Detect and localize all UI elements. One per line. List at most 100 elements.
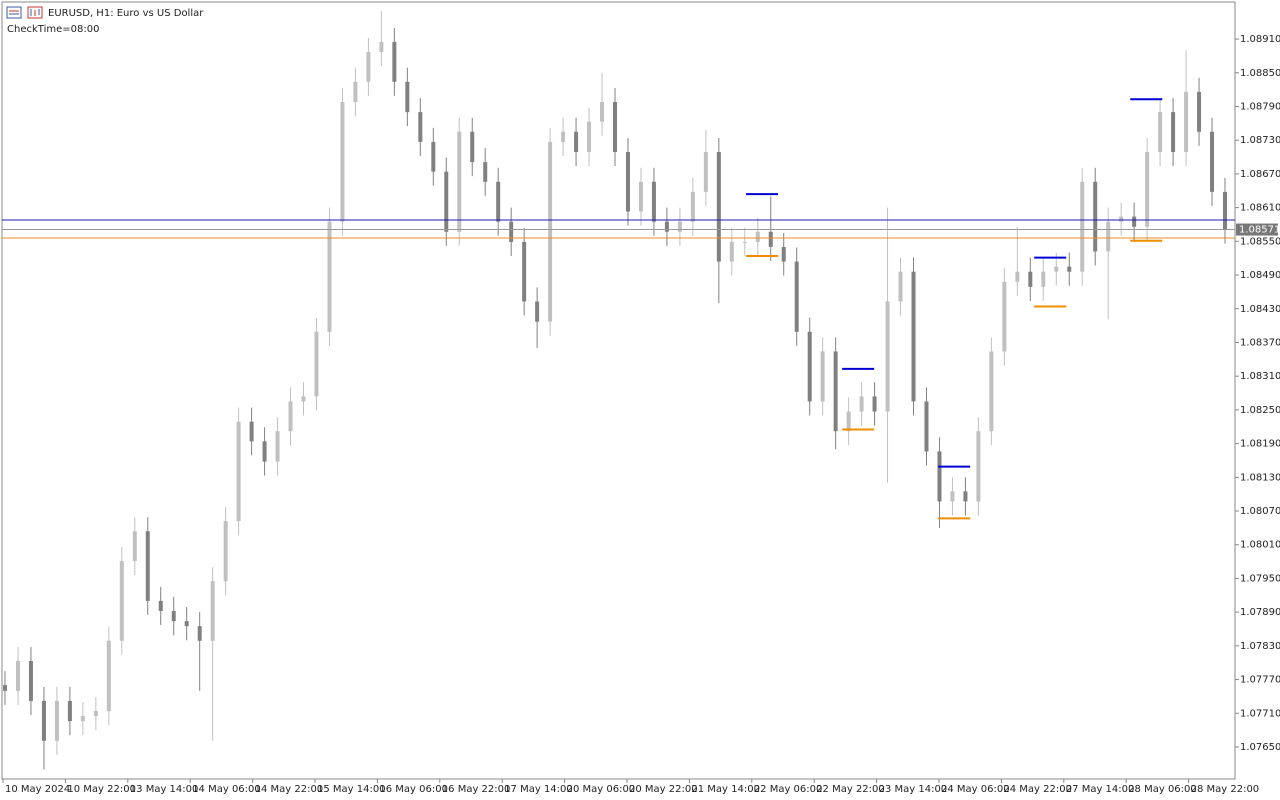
- candle-body: [249, 421, 254, 442]
- candle-body: [963, 491, 968, 502]
- candle-body: [1119, 216, 1124, 222]
- candle-body: [392, 41, 397, 82]
- candle-body: [379, 41, 384, 53]
- candle-body: [794, 261, 799, 332]
- x-tick-label: 10 May 2024: [5, 784, 70, 795]
- y-tick-label: 1.08910: [1240, 34, 1280, 45]
- candle-body: [236, 421, 241, 522]
- candle-body: [41, 700, 46, 741]
- candle-body: [457, 131, 462, 232]
- candle-body: [158, 600, 163, 612]
- candle-body: [1184, 91, 1189, 153]
- candle-body: [600, 102, 605, 122]
- plot-frame: [1, 1, 1236, 780]
- candle-body: [93, 711, 98, 717]
- candle-body: [210, 581, 215, 641]
- candle-body: [1067, 266, 1072, 272]
- candle-body: [470, 131, 475, 163]
- candle-body: [1002, 281, 1007, 352]
- x-tick-label: 16 May 06:00: [379, 784, 448, 795]
- candle-body: [807, 331, 812, 402]
- candle-body: [742, 241, 747, 243]
- candle-body: [924, 401, 929, 452]
- candle-body: [976, 431, 981, 502]
- candle-body: [625, 152, 630, 212]
- x-tick-label: 22 May 22:00: [816, 784, 885, 795]
- candle-body: [677, 221, 682, 232]
- y-tick-label: 1.08250: [1240, 405, 1280, 416]
- y-tick-label: 1.08430: [1240, 304, 1280, 315]
- candle-body: [262, 441, 267, 462]
- candle-body: [885, 301, 890, 412]
- x-tick-label: 28 May 06:00: [1128, 784, 1197, 795]
- candle-body: [1158, 112, 1163, 153]
- candle-body: [729, 241, 734, 262]
- candle-body: [846, 411, 851, 432]
- candle-body: [522, 241, 527, 302]
- icon: [6, 6, 22, 19]
- candle-body: [366, 52, 371, 82]
- candle-body: [132, 531, 137, 562]
- candle-body: [483, 162, 488, 182]
- candle-body: [872, 396, 877, 412]
- candle-body: [574, 131, 579, 153]
- candle-body: [405, 81, 410, 113]
- candle-body: [1145, 152, 1150, 227]
- candle-body: [1041, 271, 1046, 287]
- candle-body: [327, 221, 332, 332]
- x-tick-label: 27 May 14:00: [1066, 784, 1135, 795]
- candle-body: [80, 716, 85, 722]
- y-tick-label: 1.08010: [1240, 540, 1280, 551]
- candle-body: [145, 531, 150, 601]
- y-tick-label: 1.08670: [1240, 169, 1280, 180]
- candle-body: [833, 351, 838, 432]
- x-tick-label: 14 May 22:00: [255, 784, 324, 795]
- candle-body: [1015, 271, 1020, 282]
- candle-body: [509, 221, 514, 242]
- y-tick-label: 1.07710: [1240, 708, 1280, 719]
- candle-body: [275, 431, 280, 462]
- chart-title: EURUSD, H1: Euro vs US Dollar: [48, 8, 204, 19]
- candle-body: [1093, 181, 1098, 252]
- candle-body: [898, 271, 903, 302]
- chart-subtitle: CheckTime=08:00: [7, 24, 99, 35]
- candle-body: [548, 141, 553, 322]
- x-tick-label: 24 May 06:00: [941, 784, 1010, 795]
- x-tick-label: 16 May 22:00: [442, 784, 511, 795]
- y-tick-label: 1.08730: [1240, 135, 1280, 146]
- candle-body: [171, 611, 176, 622]
- y-tick-label: 1.08370: [1240, 337, 1280, 348]
- candle-body: [3, 685, 7, 691]
- candle-body: [716, 152, 721, 262]
- y-tick-label: 1.07650: [1240, 742, 1280, 753]
- candle-body: [15, 661, 20, 691]
- y-tick-label: 1.08850: [1240, 68, 1280, 79]
- candle-body: [67, 700, 72, 722]
- candle-body: [184, 621, 189, 627]
- candle-body: [353, 81, 358, 103]
- symbol-icons: [6, 6, 43, 19]
- candle-body: [989, 351, 994, 432]
- current-price-label: 1.08571: [1239, 225, 1280, 236]
- candle-body: [561, 131, 566, 142]
- candle-body: [444, 171, 449, 232]
- x-tick-label: 24 May 22:00: [1003, 784, 1072, 795]
- candle-body: [106, 640, 111, 712]
- y-tick-label: 1.07770: [1240, 675, 1280, 686]
- candle-body: [301, 396, 306, 402]
- candle-body: [28, 661, 33, 701]
- y-tick-label: 1.08190: [1240, 439, 1280, 450]
- candle-body: [340, 102, 345, 222]
- candle-body: [1171, 112, 1176, 153]
- candle-body: [651, 181, 656, 222]
- y-tick-label: 1.08610: [1240, 203, 1280, 214]
- candle-body: [223, 521, 228, 582]
- candle-body: [638, 181, 643, 212]
- candle-body: [950, 491, 955, 502]
- candle-body: [418, 112, 423, 142]
- candle-body: [288, 401, 293, 432]
- x-tick-label: 22 May 06:00: [754, 784, 823, 795]
- candle-body: [1223, 191, 1227, 230]
- x-tick-label: 20 May 06:00: [567, 784, 636, 795]
